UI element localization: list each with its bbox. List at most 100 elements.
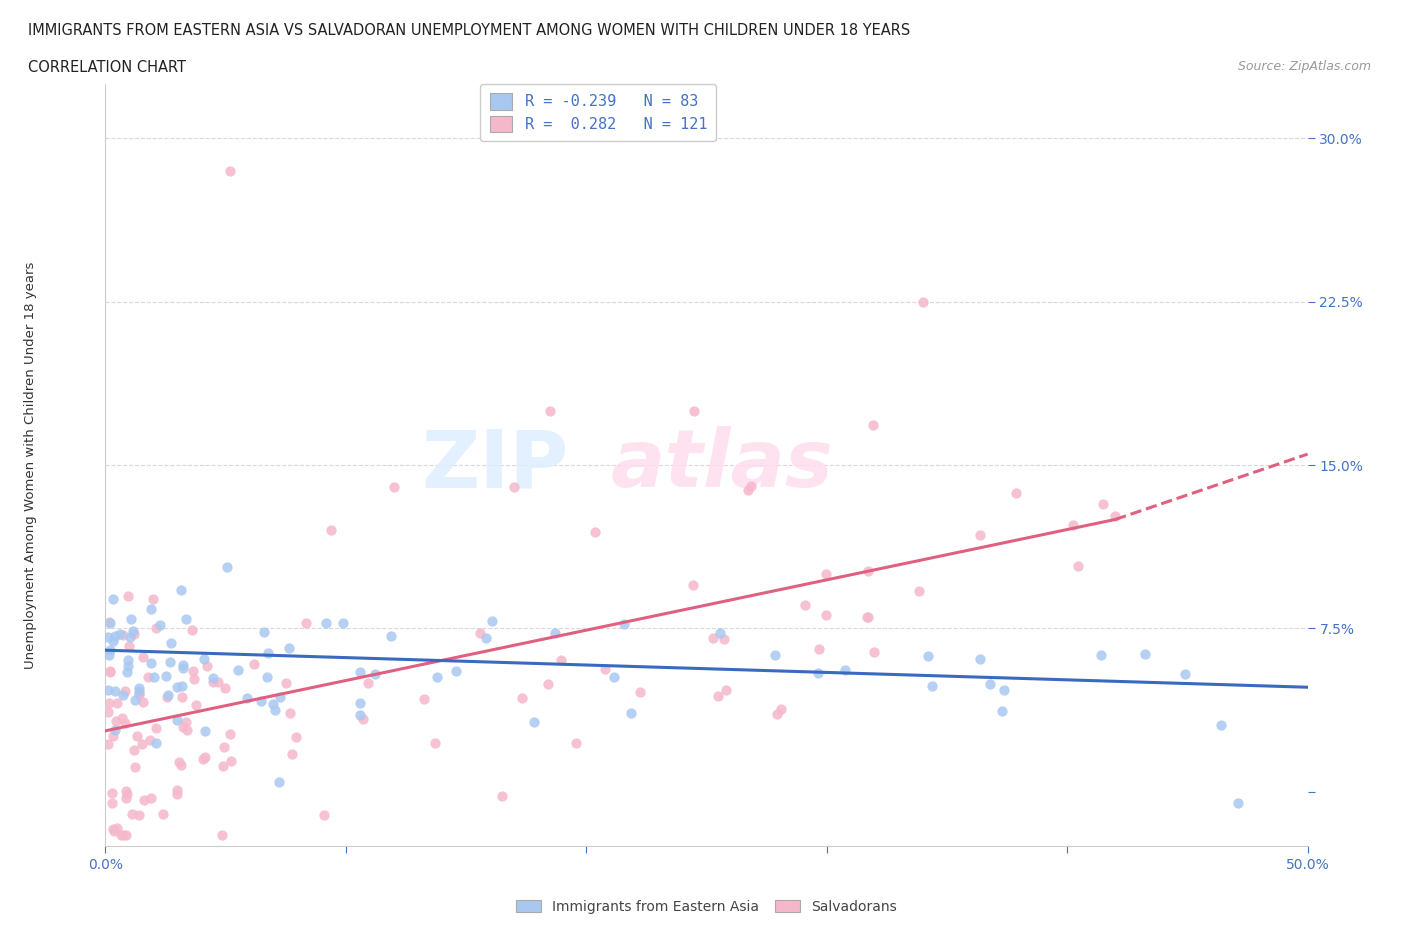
Point	[856, 609, 879, 624]
Point	[174, 715, 197, 730]
Point	[219, 753, 242, 768]
Point	[1067, 559, 1090, 574]
Point	[114, 716, 136, 731]
Point	[263, 702, 285, 717]
Point	[277, 641, 299, 656]
Point	[468, 625, 491, 640]
Point	[702, 631, 724, 645]
Point	[713, 631, 735, 646]
Point	[319, 523, 342, 538]
Point	[122, 743, 145, 758]
Point	[814, 608, 837, 623]
Point	[969, 652, 991, 667]
Point	[1209, 718, 1232, 733]
Point	[276, 675, 298, 690]
Point	[201, 674, 224, 689]
Point	[97, 737, 120, 751]
Point	[262, 697, 284, 711]
Point	[538, 403, 561, 418]
Point	[115, 787, 138, 802]
Legend: Immigrants from Eastern Asia, Salvadorans: Immigrants from Eastern Asia, Salvadoran…	[510, 895, 903, 920]
Point	[172, 719, 194, 734]
Point	[991, 703, 1014, 718]
Text: CORRELATION CHART: CORRELATION CHART	[28, 60, 186, 75]
Point	[921, 679, 943, 694]
Point	[257, 645, 280, 660]
Point	[138, 733, 160, 748]
Point	[491, 789, 513, 804]
Point	[131, 736, 153, 751]
Point	[503, 479, 526, 494]
Point	[156, 687, 179, 702]
Point	[716, 683, 738, 698]
Point	[214, 681, 236, 696]
Point	[201, 671, 224, 686]
Point	[382, 479, 405, 494]
Point	[166, 680, 188, 695]
Point	[122, 624, 145, 639]
Point	[683, 403, 706, 418]
Point	[194, 750, 217, 764]
Point	[807, 642, 830, 657]
Point	[315, 616, 337, 631]
Point	[207, 675, 229, 690]
Point	[682, 578, 704, 592]
Point	[115, 790, 138, 805]
Point	[100, 786, 122, 801]
Point	[124, 760, 146, 775]
Point	[332, 616, 354, 631]
Point	[103, 633, 125, 648]
Point	[269, 690, 291, 705]
Point	[103, 821, 125, 836]
Point	[349, 696, 371, 711]
Point	[117, 589, 139, 604]
Point	[510, 691, 533, 706]
Point	[169, 582, 191, 597]
Point	[131, 695, 153, 710]
Point	[97, 648, 120, 663]
Point	[602, 670, 624, 684]
Point	[284, 730, 307, 745]
Point	[139, 602, 162, 617]
Point	[522, 715, 544, 730]
Text: IMMIGRANTS FROM EASTERN ASIA VS SALVADORAN UNEMPLOYMENT AMONG WOMEN WITH CHILDRE: IMMIGRANTS FROM EASTERN ASIA VS SALVADOR…	[28, 23, 910, 38]
Point	[740, 478, 762, 493]
Point	[280, 747, 302, 762]
Point	[145, 736, 167, 751]
Point	[181, 623, 204, 638]
Point	[97, 704, 120, 719]
Point	[763, 647, 786, 662]
Point	[170, 689, 193, 704]
Point	[121, 806, 143, 821]
Point	[1133, 646, 1156, 661]
Point	[628, 684, 651, 699]
Text: atlas: atlas	[610, 426, 834, 504]
Point	[1174, 666, 1197, 681]
Point	[709, 626, 731, 641]
Point	[103, 591, 125, 606]
Point	[1092, 497, 1115, 512]
Point	[184, 698, 207, 712]
Point	[134, 793, 156, 808]
Point	[128, 684, 150, 698]
Point	[856, 564, 879, 578]
Point	[446, 663, 468, 678]
Point	[474, 631, 496, 646]
Point	[166, 713, 188, 728]
Point	[814, 567, 837, 582]
Point	[1062, 518, 1084, 533]
Point	[249, 693, 271, 708]
Point	[219, 164, 242, 179]
Point	[142, 670, 165, 684]
Point	[128, 686, 150, 701]
Point	[218, 726, 240, 741]
Point	[312, 808, 335, 823]
Point	[101, 796, 124, 811]
Point	[127, 728, 149, 743]
Point	[104, 684, 127, 698]
Point	[191, 751, 214, 766]
Point	[620, 705, 643, 720]
Point	[863, 644, 886, 659]
Point	[1226, 795, 1249, 810]
Point	[117, 658, 139, 673]
